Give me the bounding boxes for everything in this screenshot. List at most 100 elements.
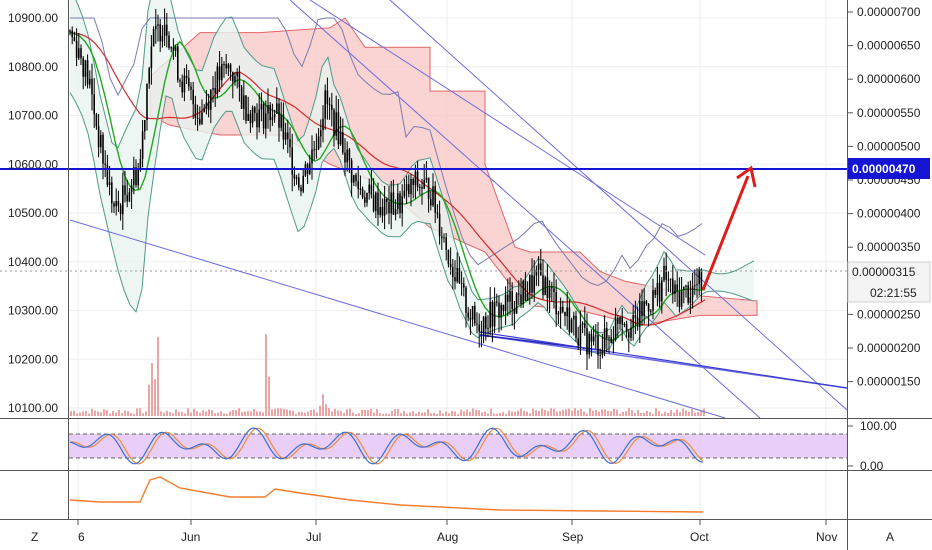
candle-body <box>78 48 80 59</box>
volume-bar <box>463 411 465 416</box>
volume-bar <box>175 409 177 416</box>
candle-body <box>339 132 342 145</box>
candle-body <box>328 104 331 106</box>
volume-bar <box>307 411 309 416</box>
volume-bar <box>298 412 300 416</box>
candle-body <box>526 293 529 301</box>
candle-body <box>691 285 694 298</box>
candle-body <box>419 186 421 188</box>
candle-body <box>91 78 93 95</box>
last-price-tag[interactable]: 0.00000315 02:21:55 <box>847 261 931 303</box>
candle-body <box>155 25 157 30</box>
a-button-label: A <box>886 530 894 544</box>
volume-bar <box>277 408 279 416</box>
candle-body <box>196 118 199 119</box>
candle-body <box>216 66 219 94</box>
candle-body <box>496 301 498 303</box>
volume-bar <box>682 408 684 416</box>
volume-bar <box>478 410 480 416</box>
volume-bar <box>373 412 375 416</box>
volume-bar <box>529 413 531 416</box>
candle-body <box>553 288 555 293</box>
candle-body <box>348 149 351 161</box>
volume-bar <box>73 410 75 416</box>
volume-bar <box>253 409 255 416</box>
candle-body <box>122 185 124 215</box>
volume-bar <box>118 410 120 416</box>
bar-countdown: 02:21:55 <box>870 286 917 300</box>
candle-body <box>364 197 366 203</box>
candle-body <box>394 209 397 215</box>
z-button-label: Z <box>31 530 38 544</box>
candle-body <box>251 107 254 124</box>
candle-body <box>621 317 623 325</box>
candle-body <box>601 349 604 356</box>
candle-body <box>75 40 78 59</box>
candle-body <box>447 249 450 264</box>
volume-bar <box>670 410 672 416</box>
volume-bar <box>409 412 411 416</box>
candle-body <box>157 24 159 26</box>
candle-body <box>291 147 293 175</box>
candle-body <box>126 195 128 202</box>
horizontal-level-tag[interactable]: 0.00000470 <box>848 158 930 179</box>
lower-indicator-pane[interactable] <box>69 476 704 513</box>
candle-body <box>489 302 491 328</box>
candle-body <box>179 80 181 82</box>
stochastic-pane[interactable] <box>69 427 847 465</box>
volume-bar <box>142 413 144 416</box>
volume-bar <box>625 411 627 416</box>
volume-bar <box>316 412 318 416</box>
projection-arrow[interactable] <box>701 165 757 291</box>
candle-body <box>463 283 465 288</box>
candle-body <box>315 149 318 150</box>
candle-body <box>599 355 601 357</box>
volume-bar <box>226 413 228 416</box>
candle-body <box>430 199 432 206</box>
stoch-fast-line <box>69 427 704 465</box>
volume-bar <box>103 409 105 416</box>
volume-bar <box>361 409 363 416</box>
candle-body <box>392 192 395 215</box>
candle-body <box>172 47 175 51</box>
time-axis[interactable]: 6 Jun Jul Aug Sep Oct Nov <box>77 519 837 544</box>
candle-body <box>425 177 428 180</box>
volume-bar <box>526 411 528 416</box>
candle-body <box>326 90 329 105</box>
volume-bar <box>535 410 537 416</box>
right-axis-label: 0.00000250 <box>857 307 921 321</box>
volume-bar <box>247 411 249 416</box>
candle-body <box>361 188 364 198</box>
volume-bar <box>91 408 93 416</box>
candle-body <box>221 64 223 81</box>
left-axis-label: 10500.00 <box>8 206 58 220</box>
candle-body <box>84 60 87 77</box>
candle-body <box>478 324 480 332</box>
auto-scale-left-button[interactable]: Z <box>24 524 48 546</box>
stoch-axis-label: 100.00 <box>860 419 897 433</box>
left-price-axis[interactable]: 10900.00 10800.00 10700.00 10600.00 10500.00… <box>8 11 58 415</box>
candle-body <box>386 199 388 202</box>
candle-body <box>71 30 73 38</box>
candle-body <box>500 304 502 318</box>
volume-bar <box>289 410 291 416</box>
candle-body <box>665 265 667 280</box>
volume-bar <box>370 408 372 416</box>
candle-body <box>573 315 575 320</box>
candle-body <box>480 331 483 333</box>
volume-bar <box>520 408 522 416</box>
volume-bar <box>448 413 450 416</box>
candle-body <box>445 237 447 250</box>
auto-scale-right-button[interactable]: A <box>880 524 904 546</box>
right-price-axis[interactable]: 0.00000700 0.00000650 0.00000600 0.00000550… <box>847 5 921 389</box>
volume-bar <box>451 411 453 416</box>
volume-bar <box>484 411 486 416</box>
candle-body <box>515 293 518 314</box>
volume-bar <box>325 404 327 416</box>
candle-body <box>203 108 205 113</box>
candle-body <box>438 213 441 237</box>
candle-body <box>557 313 560 315</box>
volume-bar <box>550 408 552 416</box>
candle-body <box>414 171 417 186</box>
